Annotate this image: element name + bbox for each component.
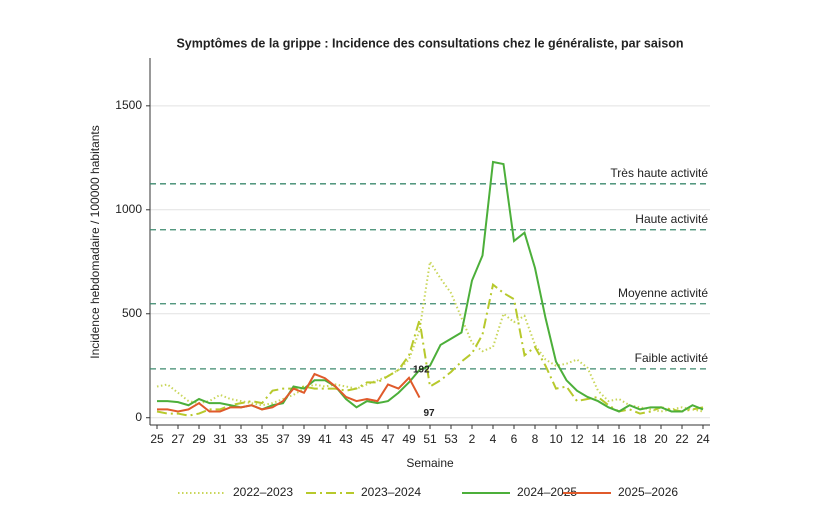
x-tick-label: 35 — [255, 432, 269, 446]
x-tick-label: 2 — [469, 432, 476, 446]
x-tick-label: 6 — [511, 432, 518, 446]
x-tick-label: 37 — [276, 432, 290, 446]
x-tick-label: 45 — [360, 432, 374, 446]
reference-label: Très haute activité — [610, 166, 708, 180]
reference-label: Haute activité — [635, 212, 708, 226]
reference-label: Faible activité — [635, 351, 709, 365]
x-tick-label: 10 — [549, 432, 563, 446]
x-tick-label: 18 — [633, 432, 647, 446]
y-tick-label: 500 — [122, 306, 142, 320]
x-tick-label: 20 — [654, 432, 668, 446]
y-axis-label: Incidence hebdomadaire / 100000 habitant… — [88, 125, 102, 359]
series-line — [157, 372, 421, 413]
data-label: 97 — [424, 408, 436, 419]
x-tick-label: 29 — [192, 432, 206, 446]
x-tick-label: 22 — [675, 432, 689, 446]
x-tick-label: 47 — [381, 432, 395, 446]
x-tick-label: 51 — [423, 432, 437, 446]
x-tick-label: 24 — [696, 432, 710, 446]
x-tick-label: 33 — [234, 432, 248, 446]
x-tick-label: 49 — [402, 432, 416, 446]
x-tick-label: 53 — [444, 432, 458, 446]
series-line — [156, 282, 704, 417]
y-tick-label: 1500 — [115, 98, 142, 112]
x-tick-label: 39 — [297, 432, 311, 446]
legend-label: 2022–2023 — [233, 485, 293, 499]
x-tick-label: 8 — [532, 432, 539, 446]
legend-label: 2024–2025 — [517, 485, 577, 499]
x-tick-label: 41 — [318, 432, 332, 446]
x-tick-label: 16 — [612, 432, 626, 446]
reference-label: Moyenne activité — [618, 286, 708, 300]
legend-label: 2023–2024 — [361, 485, 421, 499]
y-tick-label: 0 — [135, 410, 142, 424]
legend-label: 2025–2026 — [618, 485, 678, 499]
x-tick-label: 43 — [339, 432, 353, 446]
x-tick-label: 12 — [570, 432, 584, 446]
x-tick-label: 4 — [490, 432, 497, 446]
chart-title: Symptômes de la grippe : Incidence des c… — [176, 36, 683, 50]
data-label: 192 — [413, 364, 430, 375]
x-tick-label: 27 — [171, 432, 185, 446]
series-line — [156, 258, 704, 413]
x-tick-label: 25 — [150, 432, 164, 446]
x-axis-label: Semaine — [406, 456, 454, 470]
x-tick-label: 14 — [591, 432, 605, 446]
y-tick-label: 1000 — [115, 202, 142, 216]
x-tick-label: 31 — [213, 432, 227, 446]
